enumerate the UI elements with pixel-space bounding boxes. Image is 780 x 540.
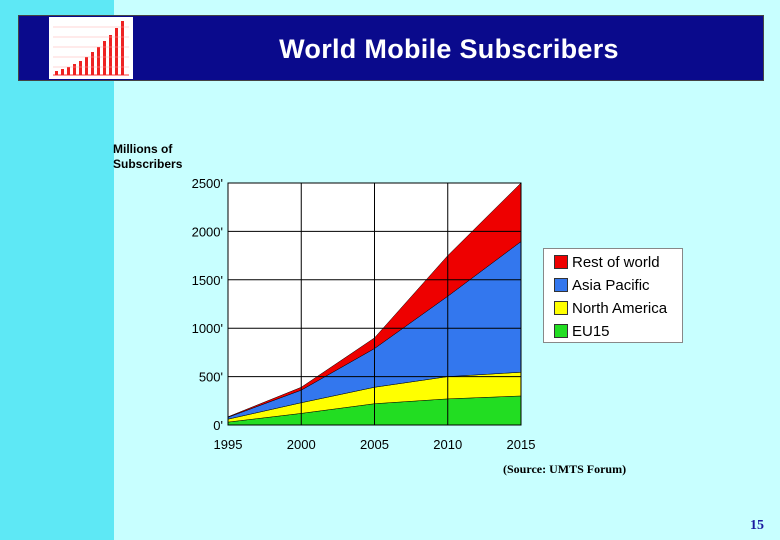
x-tick-label: 2005 <box>360 437 389 452</box>
bar-chart-logo-icon <box>49 17 133 79</box>
y-tick-label: 1500' <box>192 273 223 288</box>
legend-item-rest-of-world: Rest of world <box>554 252 660 272</box>
legend-label: North America <box>572 299 668 317</box>
title-bar: World Mobile Subscribers <box>18 15 764 81</box>
legend-label: Asia Pacific <box>572 276 650 294</box>
legend-swatch <box>554 324 568 338</box>
y-tick-label: 2500' <box>192 176 223 191</box>
source-annotation: (Source: UMTS Forum) <box>503 462 627 476</box>
legend-label: Rest of world <box>572 253 660 271</box>
page-number: 15 <box>750 518 764 533</box>
x-tick-label: 2015 <box>507 437 536 452</box>
y-axis-label: Millions of Subscribers <box>113 142 183 171</box>
y-tick-label: 0' <box>213 418 223 433</box>
legend-label: EU15 <box>572 322 610 340</box>
chart-legend: Rest of world Asia Pacific North America EU… <box>543 248 683 343</box>
x-tick-label: 2010 <box>433 437 462 452</box>
slide-title: World Mobile Subscribers <box>279 34 619 64</box>
legend-swatch <box>554 255 568 269</box>
y-tick-label: 2000' <box>192 224 223 239</box>
y-tick-label: 1000' <box>192 321 223 336</box>
legend-item-asia-pacific: Asia Pacific <box>554 275 650 295</box>
legend-swatch <box>554 301 568 315</box>
legend-item-eu15: EU15 <box>554 321 610 341</box>
legend-swatch <box>554 278 568 292</box>
x-tick-label: 2000 <box>287 437 316 452</box>
legend-item-north-america: North America <box>554 298 667 318</box>
y-tick-label: 500' <box>199 370 223 385</box>
left-decorative-strip <box>0 0 114 540</box>
x-tick-label: 1995 <box>214 437 243 452</box>
